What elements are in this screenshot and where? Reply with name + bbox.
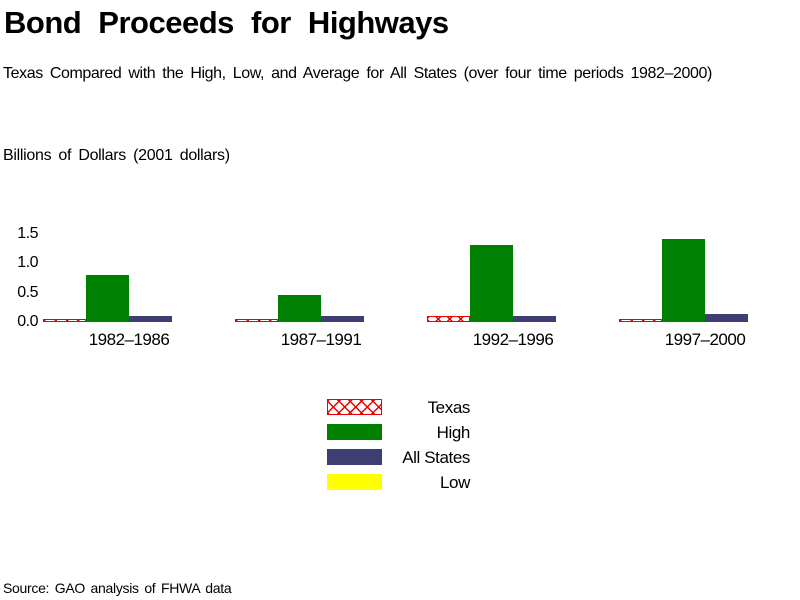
x-axis-label-1982-1986: 1982–1986 [88, 330, 170, 349]
chart-subtitle: Texas Compared with the High, Low, and A… [3, 65, 712, 82]
legend-item-low: Low [327, 474, 470, 491]
x-axis-label-1997-2000: 1997–2000 [664, 330, 746, 349]
legend-label-high: High [436, 423, 471, 442]
source-note: Source: GAO analysis of FHWA data [3, 580, 232, 596]
legend-swatch-low [327, 474, 382, 490]
legend-label-all-states: All States [402, 448, 470, 467]
y-tick-label-1.5: 1.5 [17, 224, 38, 242]
bar-all-states-1992-1996 [513, 316, 556, 322]
x-axis-label-1992-1996: 1992–1996 [472, 330, 554, 349]
chart-title: Bond Proceeds for Highways [4, 5, 449, 40]
legend-swatch-all-states [327, 449, 382, 465]
bar-high-1987-1991 [278, 295, 321, 322]
y-tick-label-0.0: 0.0 [17, 313, 38, 330]
bar-texas-1987-1991 [235, 319, 278, 322]
bar-texas-1997-2000 [619, 319, 662, 322]
y-tick-label-0.5: 0.5 [17, 283, 38, 301]
bar-high-1992-1996 [470, 245, 513, 322]
bar-texas-1982-1986 [43, 319, 86, 322]
bar-all-states-1987-1991 [321, 316, 364, 322]
bar-all-states-1997-2000 [705, 314, 748, 322]
legend-item-high: High [327, 424, 470, 441]
y-tick-label-1.0: 1.0 [17, 254, 38, 271]
bar-texas-1992-1996 [427, 316, 470, 322]
legend-item-texas: Texas [327, 399, 470, 416]
legend-label-texas: Texas [427, 398, 471, 417]
x-axis-label-1987-1991: 1987–1991 [280, 330, 362, 349]
legend-label-low: Low [440, 473, 470, 492]
legend-item-all-states: All States [327, 449, 470, 466]
legend-swatch-high [327, 424, 382, 440]
legend-swatch-texas [327, 399, 382, 415]
y-axis-units-label: Billions of Dollars (2001 dollars) [3, 147, 230, 164]
bar-high-1982-1986 [86, 275, 129, 322]
bar-high-1997-2000 [662, 239, 705, 322]
bar-all-states-1982-1986 [129, 316, 172, 322]
